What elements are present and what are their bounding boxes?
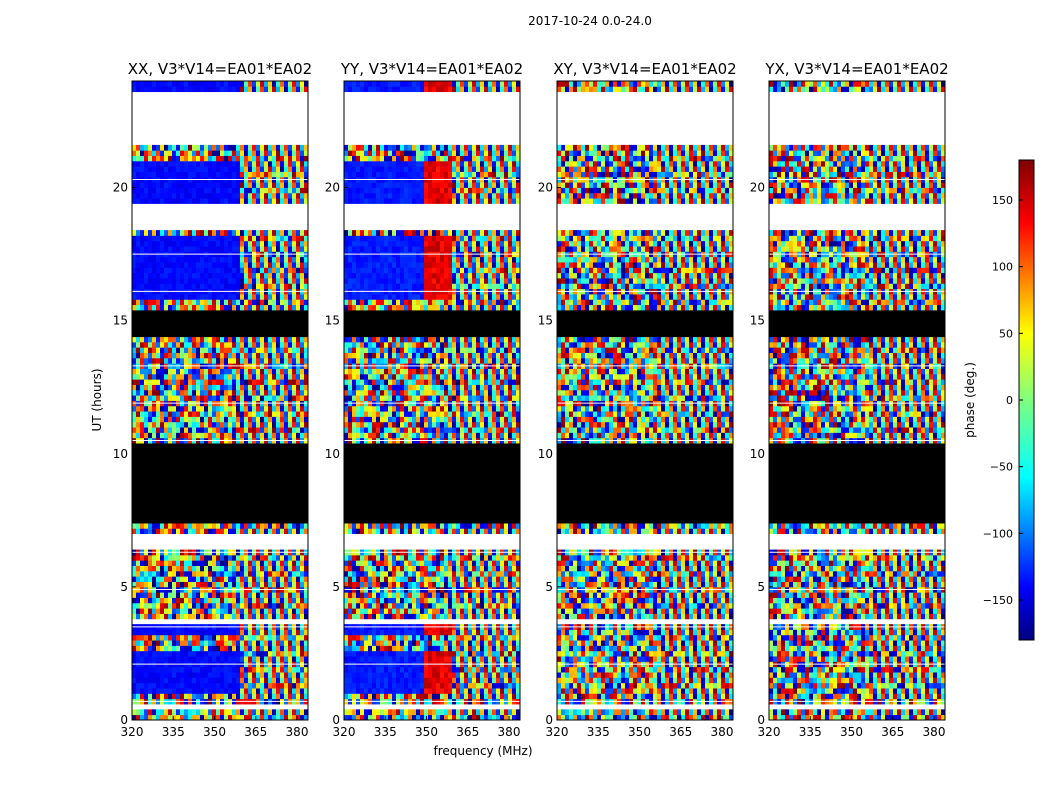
heatmap-yy [344, 81, 521, 721]
panel-frame [343, 80, 521, 721]
panel-title: YX, V3*V14=EA01*EA02 [764, 60, 948, 78]
panels-group: XX, V3*V14=EA01*EA02 320 335 350 365 380 0 5 10 1… [113, 60, 949, 739]
heatmap-xy [557, 81, 734, 721]
heatmap-yx [769, 81, 946, 721]
y-tick-label: 10 [325, 447, 340, 461]
colorbar-tick-label: 150 [992, 194, 1013, 207]
y-tick-label: 10 [750, 447, 765, 461]
x-tick-label: 380 [711, 725, 734, 739]
panel-frame [768, 80, 946, 721]
x-tick-label: 335 [374, 725, 397, 739]
panel-title: XX, V3*V14=EA01*EA02 [128, 60, 312, 78]
panel-xx: XX, V3*V14=EA01*EA02 320 335 350 365 380 0 5 10 1… [113, 60, 313, 739]
x-tick-label: 320 [758, 725, 781, 739]
panel-frame [131, 80, 309, 721]
x-tick-label: 365 [244, 725, 267, 739]
colorbar-tick-label: 50 [999, 327, 1013, 340]
y-tick-label: 15 [325, 314, 340, 328]
x-tick-label: 320 [121, 725, 144, 739]
panel-yy: YY, V3*V14=EA01*EA02 320 335 350 365 380 0 5 10 1… [325, 60, 523, 739]
y-tick-label: 10 [113, 447, 128, 461]
figure-suptitle: 2017-10-24 0.0-24.0 [528, 14, 652, 28]
x-axis-label: frequency (MHz) [433, 744, 532, 758]
y-tick-label: 20 [113, 181, 128, 195]
x-tick-label: 350 [840, 725, 863, 739]
y-axis-label: UT (hours) [90, 368, 104, 431]
x-tick-label: 350 [628, 725, 651, 739]
colorbar-tick-label: −100 [983, 527, 1013, 540]
x-tick-label: 365 [456, 725, 479, 739]
y-tick-label: 20 [750, 181, 765, 195]
colorbar-tick-label: 0 [1006, 394, 1013, 407]
colorbar-tick-label: −150 [983, 594, 1013, 607]
x-tick-label: 380 [498, 725, 521, 739]
y-tick-label: 5 [545, 580, 553, 594]
y-tick-label: 0 [120, 713, 128, 727]
panel-frame [556, 80, 734, 721]
panel-title: YY, V3*V14=EA01*EA02 [340, 60, 523, 78]
x-tick-label: 320 [333, 725, 356, 739]
colorbar-label: phase (deg.) [963, 362, 977, 438]
x-tick-label: 365 [669, 725, 692, 739]
y-tick-label: 15 [750, 314, 765, 328]
y-tick-label: 15 [538, 314, 553, 328]
x-tick-label: 380 [923, 725, 946, 739]
x-tick-label: 335 [587, 725, 610, 739]
x-tick-label: 380 [286, 725, 309, 739]
y-tick-label: 15 [113, 314, 128, 328]
x-tick-label: 335 [162, 725, 185, 739]
x-tick-label: 350 [415, 725, 438, 739]
y-tick-label: 20 [538, 181, 553, 195]
y-tick-label: 0 [332, 713, 340, 727]
colorbar: −150 −100 −50 0 50 100 150 phase (deg.) [963, 159, 1035, 641]
panel-title: XY, V3*V14=EA01*EA02 [553, 60, 736, 78]
panel-xy: XY, V3*V14=EA01*EA02 320 335 350 365 380 0 5 10 1… [538, 60, 737, 739]
y-tick-label: 10 [538, 447, 553, 461]
panel-yx: YX, V3*V14=EA01*EA02 320 335 350 365 380 0 5 10 1… [750, 60, 949, 739]
y-tick-label: 5 [757, 580, 765, 594]
x-tick-label: 320 [546, 725, 569, 739]
x-tick-label: 365 [881, 725, 904, 739]
y-tick-label: 20 [325, 181, 340, 195]
colorbar-tick-label: 100 [992, 261, 1013, 274]
x-tick-label: 335 [799, 725, 822, 739]
heatmap-xx [132, 81, 309, 721]
colorbar-tick-label: −50 [990, 461, 1013, 474]
y-tick-label: 5 [332, 580, 340, 594]
y-tick-label: 0 [757, 713, 765, 727]
y-tick-label: 5 [120, 580, 128, 594]
y-tick-label: 0 [545, 713, 553, 727]
x-tick-label: 350 [203, 725, 226, 739]
